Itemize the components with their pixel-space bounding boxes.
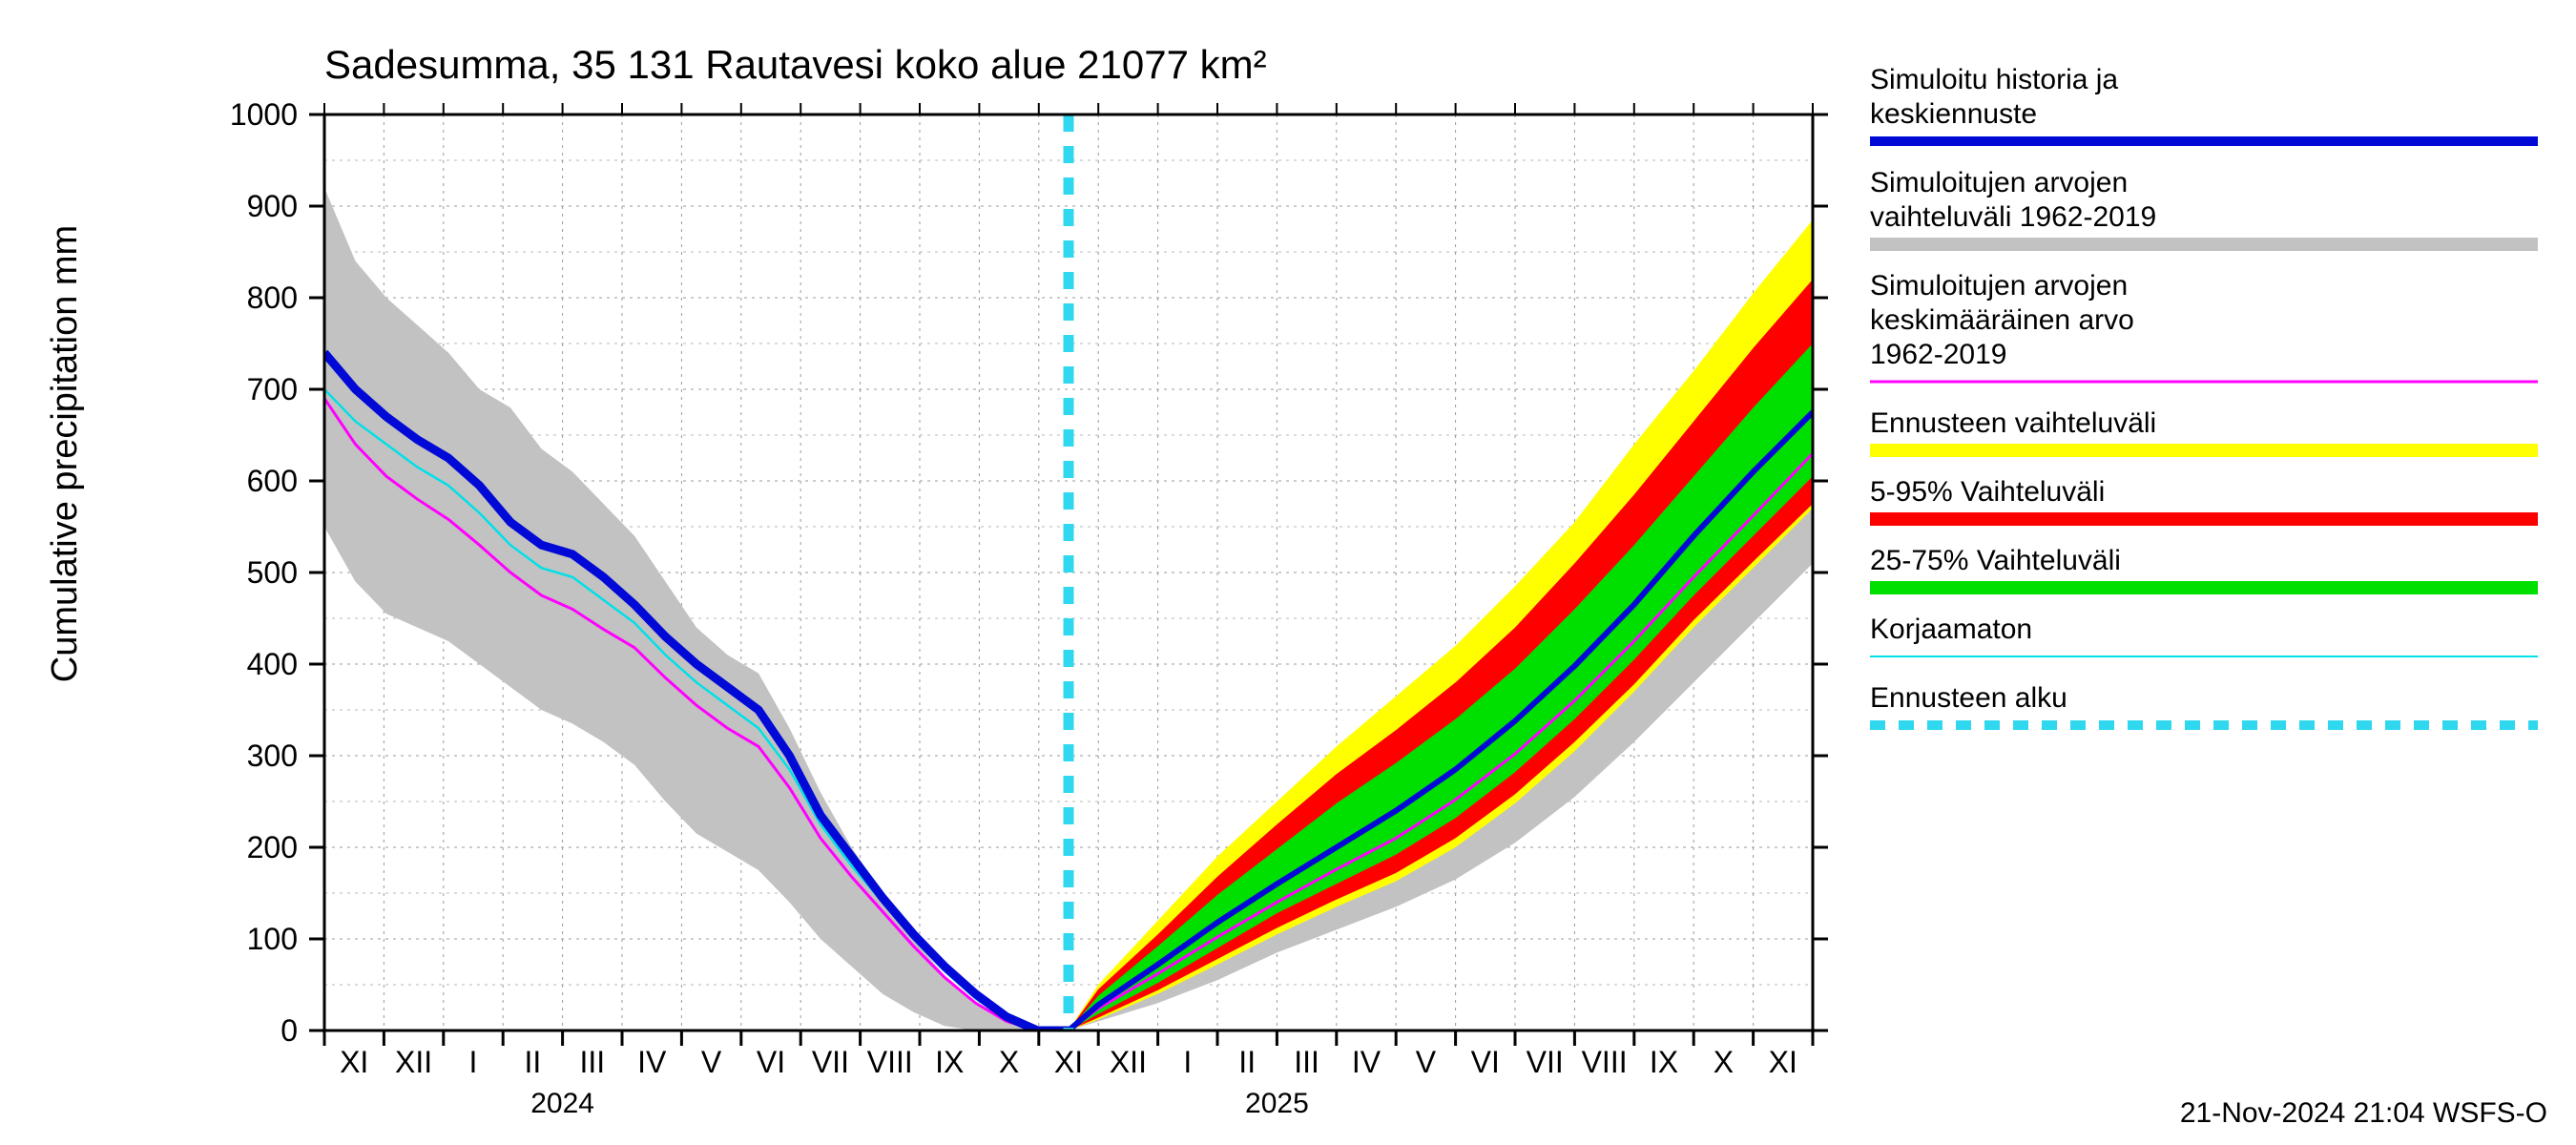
x-tick-label: I [1183,1045,1192,1079]
legend-label: Ennusteen alku [1870,682,2067,714]
x-tick-label: XI [340,1045,368,1079]
x-tick-label: IV [637,1045,667,1079]
legend-label: keskiennuste [1870,98,2037,130]
x-year-label: 2024 [530,1088,594,1119]
y-axis-label: Cumulative precipitation mm [45,225,85,682]
y-tick-label: 200 [247,830,298,864]
legend-label: 1962-2019 [1870,339,2006,370]
legend-label: 5-95% Vaihteluväli [1870,476,2105,508]
x-tick-label: II [525,1045,542,1079]
y-tick-label: 800 [247,281,298,315]
precipitation-chart: 01002003004005006007008009001000XIXIIIII… [0,0,2576,1145]
legend-swatch [1870,512,2538,526]
chart-title: Sadesumma, 35 131 Rautavesi koko alue 21… [324,42,1267,87]
x-year-label: 2025 [1245,1088,1309,1119]
x-tick-label: IX [935,1045,964,1079]
x-tick-label: XI [1054,1045,1083,1079]
x-tick-label: XII [1110,1045,1147,1079]
x-tick-label: II [1238,1045,1256,1079]
x-tick-label: III [1294,1045,1319,1079]
legend-swatch [1870,581,2538,594]
x-tick-label: VII [1527,1045,1564,1079]
legend-swatch [1870,238,2538,251]
x-tick-label: XI [1769,1045,1797,1079]
y-tick-label: 400 [247,647,298,681]
x-tick-label: X [1714,1045,1734,1079]
x-tick-label: I [469,1045,478,1079]
y-tick-label: 100 [247,922,298,956]
legend-label: vaihteluväli 1962-2019 [1870,201,2156,233]
y-tick-label: 1000 [230,97,298,132]
legend-label: Korjaamaton [1870,614,2032,645]
x-tick-label: VI [1471,1045,1500,1079]
x-tick-label: IX [1650,1045,1678,1079]
y-tick-label: 700 [247,372,298,406]
x-tick-label: V [701,1045,722,1079]
x-tick-label: III [579,1045,605,1079]
chart-footer: 21-Nov-2024 21:04 WSFS-O [2180,1097,2547,1129]
y-tick-label: 300 [247,739,298,773]
legend-label: keskimääräinen arvo [1870,304,2134,336]
x-tick-label: X [999,1045,1019,1079]
x-tick-label: VI [757,1045,785,1079]
legend-label: Simuloitu historia ja [1870,64,2118,95]
y-tick-label: 900 [247,189,298,223]
legend-label: Ennusteen vaihteluväli [1870,407,2156,439]
x-tick-label: V [1416,1045,1437,1079]
x-tick-label: VIII [1582,1045,1628,1079]
legend-label: Simuloitujen arvojen [1870,270,2128,302]
x-tick-label: VII [812,1045,849,1079]
y-tick-label: 500 [247,555,298,590]
legend-label: Simuloitujen arvojen [1870,167,2128,198]
legend-label: 25-75% Vaihteluväli [1870,545,2121,576]
y-tick-label: 600 [247,464,298,498]
x-tick-label: VIII [867,1045,913,1079]
y-tick-label: 0 [280,1013,298,1048]
legend-swatch [1870,444,2538,457]
x-tick-label: IV [1352,1045,1381,1079]
x-tick-label: XII [395,1045,432,1079]
